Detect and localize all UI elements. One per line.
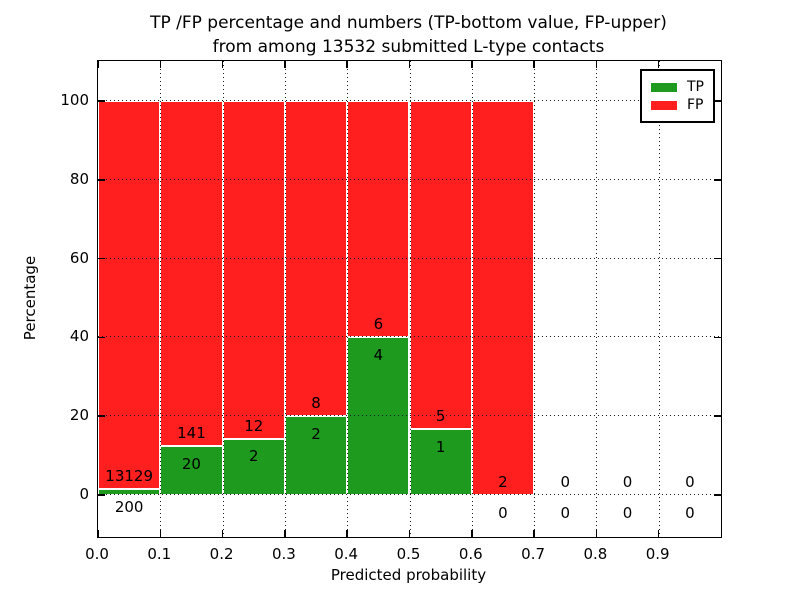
y-tick-mark-right [714, 257, 721, 260]
x-tick-mark-bottom [533, 530, 535, 537]
x-tick-mark-bottom [595, 530, 598, 537]
fp-bar [347, 101, 410, 338]
y-tick-label: 100 [60, 91, 89, 110]
y-tick-mark-left [98, 179, 105, 181]
fp-count-label: 8 [311, 394, 321, 413]
fp-bar [284, 101, 348, 417]
x-tick-mark-top [533, 61, 535, 68]
x-tick-label: 0.3 [271, 545, 296, 563]
x-tick-mark-top [408, 61, 411, 68]
fp-bar [160, 101, 223, 447]
tp-count-label: 0 [622, 503, 633, 522]
x-tick-mark-bottom [159, 530, 162, 537]
x-gridline [471, 61, 473, 537]
legend: TP FP [640, 69, 715, 123]
y-tick-mark-right [714, 494, 721, 496]
y-tick-mark-right [714, 100, 721, 102]
fp-count-label: 6 [373, 315, 384, 334]
x-tick-label: 0.6 [458, 545, 483, 563]
x-tick-mark-bottom [346, 530, 348, 537]
legend-item-fp: FP [651, 97, 704, 113]
x-axis-label: Predicted probability [330, 566, 487, 584]
legend-item-label: TP [687, 79, 704, 95]
fp-count-label: 0 [622, 472, 633, 491]
x-tick-label: 0.8 [583, 545, 608, 563]
x-gridline [409, 61, 411, 537]
x-tick-label: 0.4 [334, 545, 359, 563]
tp-count-label: 0 [560, 503, 571, 522]
x-tick-label: 0.2 [209, 545, 234, 563]
fp-count-label: 13129 [105, 466, 153, 485]
fp-bar [98, 101, 161, 489]
chart-title: TP /FP percentage and numbers (TP-bottom… [97, 11, 720, 59]
tp-count-label: 0 [685, 503, 695, 522]
fp-count-label: 141 [177, 424, 206, 443]
x-tick-mark-top [284, 61, 286, 68]
x-tick-mark-top [159, 61, 162, 68]
x-gridline [160, 61, 162, 537]
y-tick-label: 60 [69, 248, 89, 267]
x-tick-mark-bottom [657, 530, 660, 537]
x-gridline [284, 61, 286, 537]
y-tick-label: 40 [69, 327, 89, 346]
x-tick-label: 0.0 [85, 545, 109, 563]
x-tick-mark-bottom [471, 530, 473, 537]
fp-count-label: 0 [560, 472, 571, 491]
y-tick-mark-left [98, 100, 105, 102]
x-tick-label: 0.9 [645, 545, 670, 563]
x-tick-mark-top [346, 61, 348, 68]
x-gridline [222, 61, 224, 537]
x-tick-mark-top [595, 61, 598, 68]
tp-count-label: 2 [248, 447, 259, 466]
fp-bar [409, 101, 472, 430]
x-tick-mark-bottom [408, 530, 411, 537]
y-tick-mark-left [98, 494, 105, 496]
y-tick-mark-left [98, 257, 105, 260]
y-tick-mark-right [714, 415, 721, 417]
tp-count-label: 4 [373, 346, 384, 365]
fp-count-label: 2 [498, 472, 508, 491]
y-tick-mark-right [714, 336, 721, 339]
tp-swatch-icon [651, 82, 677, 92]
x-tick-mark-top [221, 61, 224, 68]
chart-title-line2: from among 13532 submitted L-type contac… [212, 37, 605, 57]
fp-count-label: 5 [435, 407, 446, 426]
x-gridline [658, 61, 660, 537]
tp-count-label: 20 [181, 454, 201, 473]
tp-bar [160, 446, 223, 495]
x-tick-mark-bottom [97, 530, 99, 537]
x-tick-label: 0.7 [521, 545, 546, 563]
x-tick-label: 0.5 [396, 545, 421, 563]
tp-count-label: 0 [498, 503, 508, 522]
fp-count-label: 12 [244, 416, 264, 435]
x-tick-mark-top [471, 61, 473, 68]
y-tick-mark-left [98, 336, 105, 339]
y-tick-mark-right [714, 179, 721, 181]
x-tick-label: 0.1 [147, 545, 172, 563]
fp-count-label: 0 [685, 472, 695, 491]
y-tick-label: 80 [69, 169, 89, 188]
legend-item-label: FP [687, 97, 704, 113]
fp-bar [471, 101, 535, 495]
plot-area: TP FP 13129 200 141 20 12 2 8 2 6 4 5 1 2 0 0 0 0 0 0 0 [97, 60, 722, 538]
x-gridline [596, 61, 598, 537]
tp-bar [222, 438, 285, 495]
x-tick-mark-top [97, 61, 99, 68]
y-tick-label: 0 [79, 484, 89, 503]
x-tick-mark-bottom [284, 530, 286, 537]
x-gridline [534, 61, 536, 537]
x-tick-mark-bottom [221, 530, 224, 537]
fp-swatch-icon [651, 100, 677, 110]
tp-count-label: 1 [435, 437, 446, 456]
chart-title-line1: TP /FP percentage and numbers (TP-bottom… [150, 13, 667, 33]
x-tick-mark-top [657, 61, 660, 68]
fp-bar [222, 101, 285, 439]
x-gridline [347, 61, 349, 537]
tp-count-label: 200 [114, 497, 144, 516]
y-tick-mark-left [98, 415, 105, 417]
legend-item-tp: TP [651, 79, 704, 95]
y-tick-label: 20 [69, 406, 89, 425]
tp-count-label: 2 [311, 424, 321, 443]
